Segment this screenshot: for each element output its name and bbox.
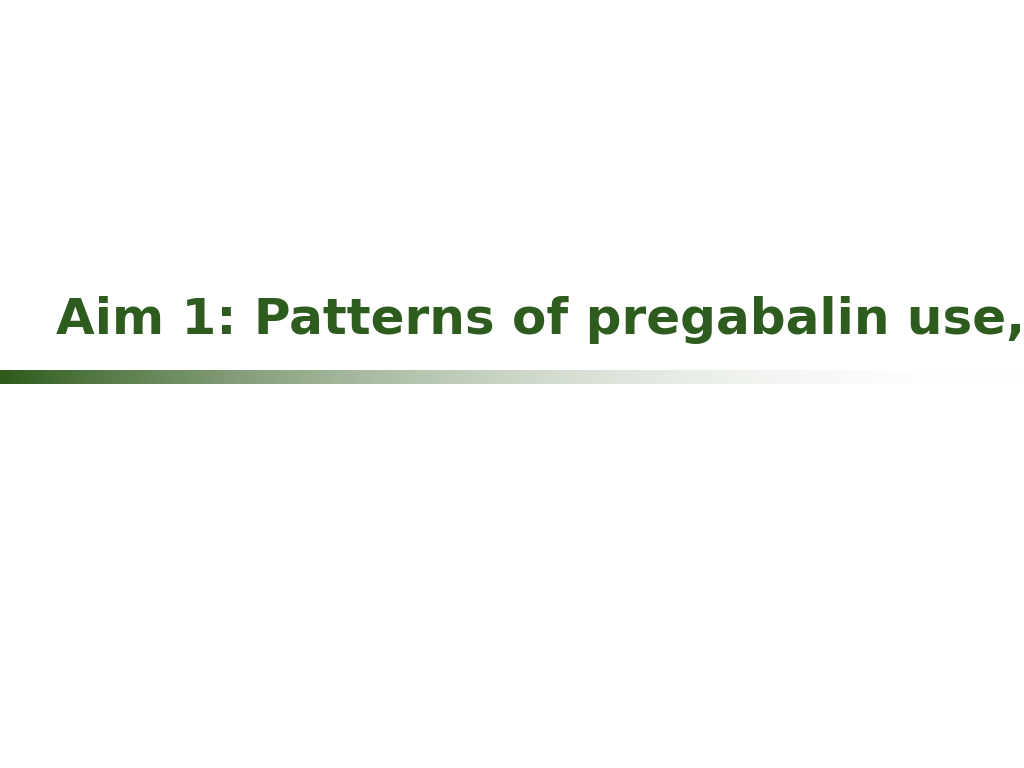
Text: Aim 1: Patterns of pregabalin use, 2018-2019: Aim 1: Patterns of pregabalin use, 2018-…: [56, 296, 1024, 344]
